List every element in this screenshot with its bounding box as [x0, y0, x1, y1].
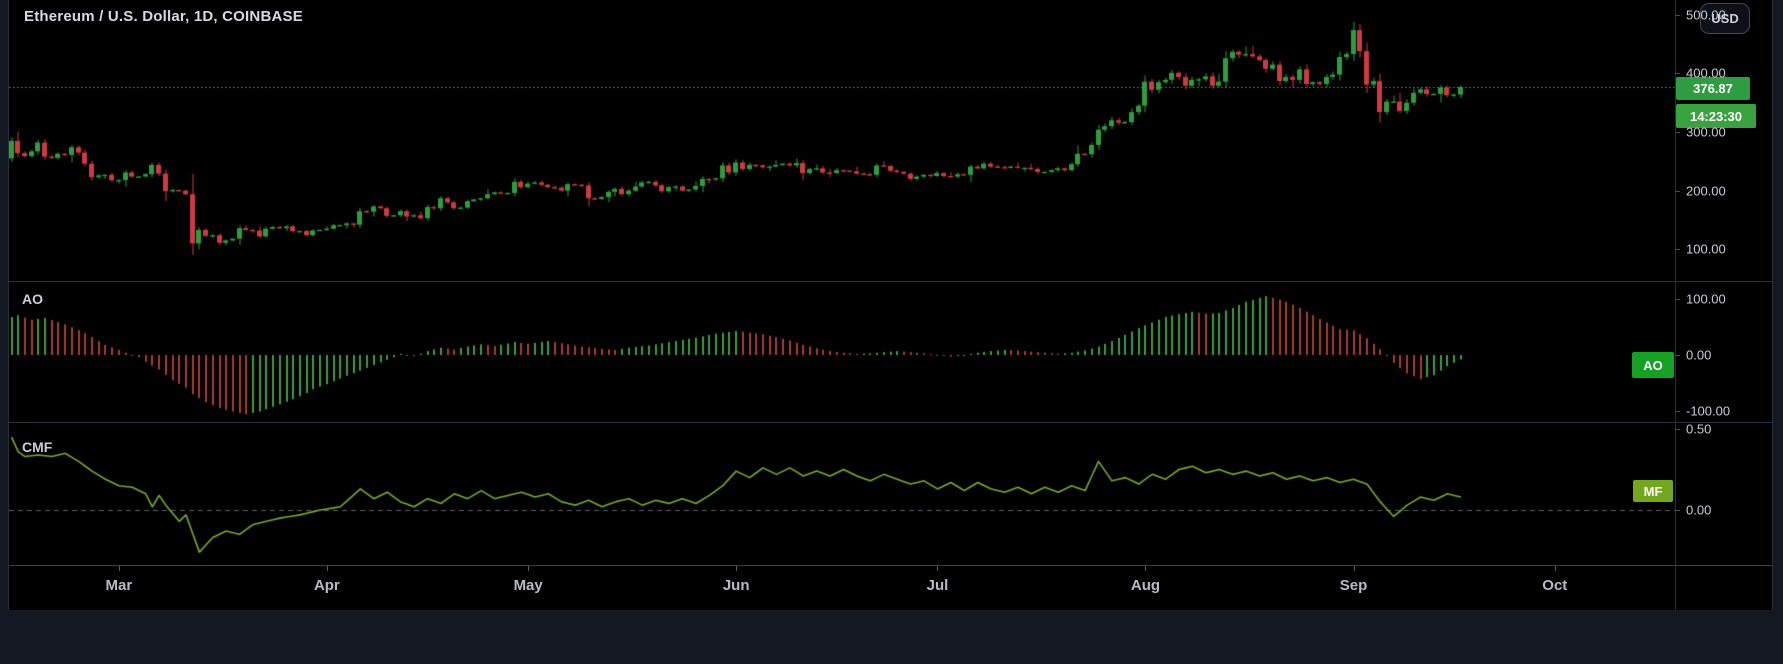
scale-tick	[1675, 355, 1680, 356]
scale-tick	[1675, 429, 1680, 430]
price-axis-label: 500.00	[1686, 7, 1726, 23]
chart-canvas[interactable]	[9, 0, 1675, 610]
scale-tick	[1675, 411, 1680, 412]
right-border	[1772, 0, 1773, 610]
footer-bar: TradingView	[0, 610, 1783, 664]
time-axis-tick	[327, 566, 328, 571]
time-axis-tick	[937, 566, 938, 571]
ao-axis-label: 100.00	[1686, 291, 1726, 307]
price-axis-label: 400.00	[1686, 65, 1726, 81]
time-axis-tick	[736, 566, 737, 571]
time-axis-label: Oct	[1542, 577, 1568, 594]
pane-separator-price-ao[interactable]	[9, 281, 1772, 282]
ao-value-badge: AO	[1632, 352, 1674, 378]
ao-axis-label: -100.00	[1686, 403, 1731, 419]
cmf-axis-label: 0.00	[1686, 502, 1712, 518]
time-axis-tick	[1145, 566, 1146, 571]
time-axis-label: Sep	[1339, 577, 1368, 594]
time-axis-label: Jun	[722, 577, 750, 594]
time-axis-label: Aug	[1130, 577, 1161, 594]
time-axis-tick	[119, 566, 120, 571]
last-price-badge: 376.87	[1676, 77, 1750, 100]
cmf-pane-title: CMF	[22, 439, 53, 455]
bar-countdown-badge: 14:23:30	[1676, 104, 1756, 128]
ao-axis-label: 0.00	[1686, 347, 1712, 363]
cmf-axis-label: 0.50	[1686, 421, 1712, 437]
price-scale-border	[1675, 0, 1676, 610]
scale-tick	[1675, 249, 1680, 250]
time-axis-tick	[1354, 566, 1355, 571]
scale-tick	[1675, 299, 1680, 300]
time-axis-tick	[1555, 566, 1556, 571]
scale-tick	[1675, 132, 1680, 133]
time-axis-label: May	[513, 577, 543, 594]
scale-tick	[1675, 510, 1680, 511]
currency-usd-button[interactable]: USD	[1700, 3, 1750, 34]
mf-value-badge: MF	[1633, 480, 1673, 502]
time-axis-border	[9, 565, 1772, 566]
time-axis-label: Apr	[313, 577, 340, 594]
price-axis-label: 100.00	[1686, 241, 1726, 257]
scale-tick	[1675, 73, 1680, 74]
scale-tick	[1675, 15, 1680, 16]
time-axis-label: Jul	[926, 577, 949, 594]
pane-separator-ao-cmf[interactable]	[9, 422, 1772, 423]
symbol-title: Ethereum / U.S. Dollar, 1D, COINBASE	[24, 8, 303, 25]
ao-pane-title: AO	[22, 291, 43, 307]
right-margin	[1773, 0, 1783, 610]
time-axis-label: Mar	[105, 577, 133, 594]
price-axis-label: 300.00	[1686, 124, 1726, 140]
time-axis-tick	[528, 566, 529, 571]
scale-tick	[1675, 191, 1680, 192]
left-border	[8, 0, 9, 610]
price-axis-label: 200.00	[1686, 183, 1726, 199]
